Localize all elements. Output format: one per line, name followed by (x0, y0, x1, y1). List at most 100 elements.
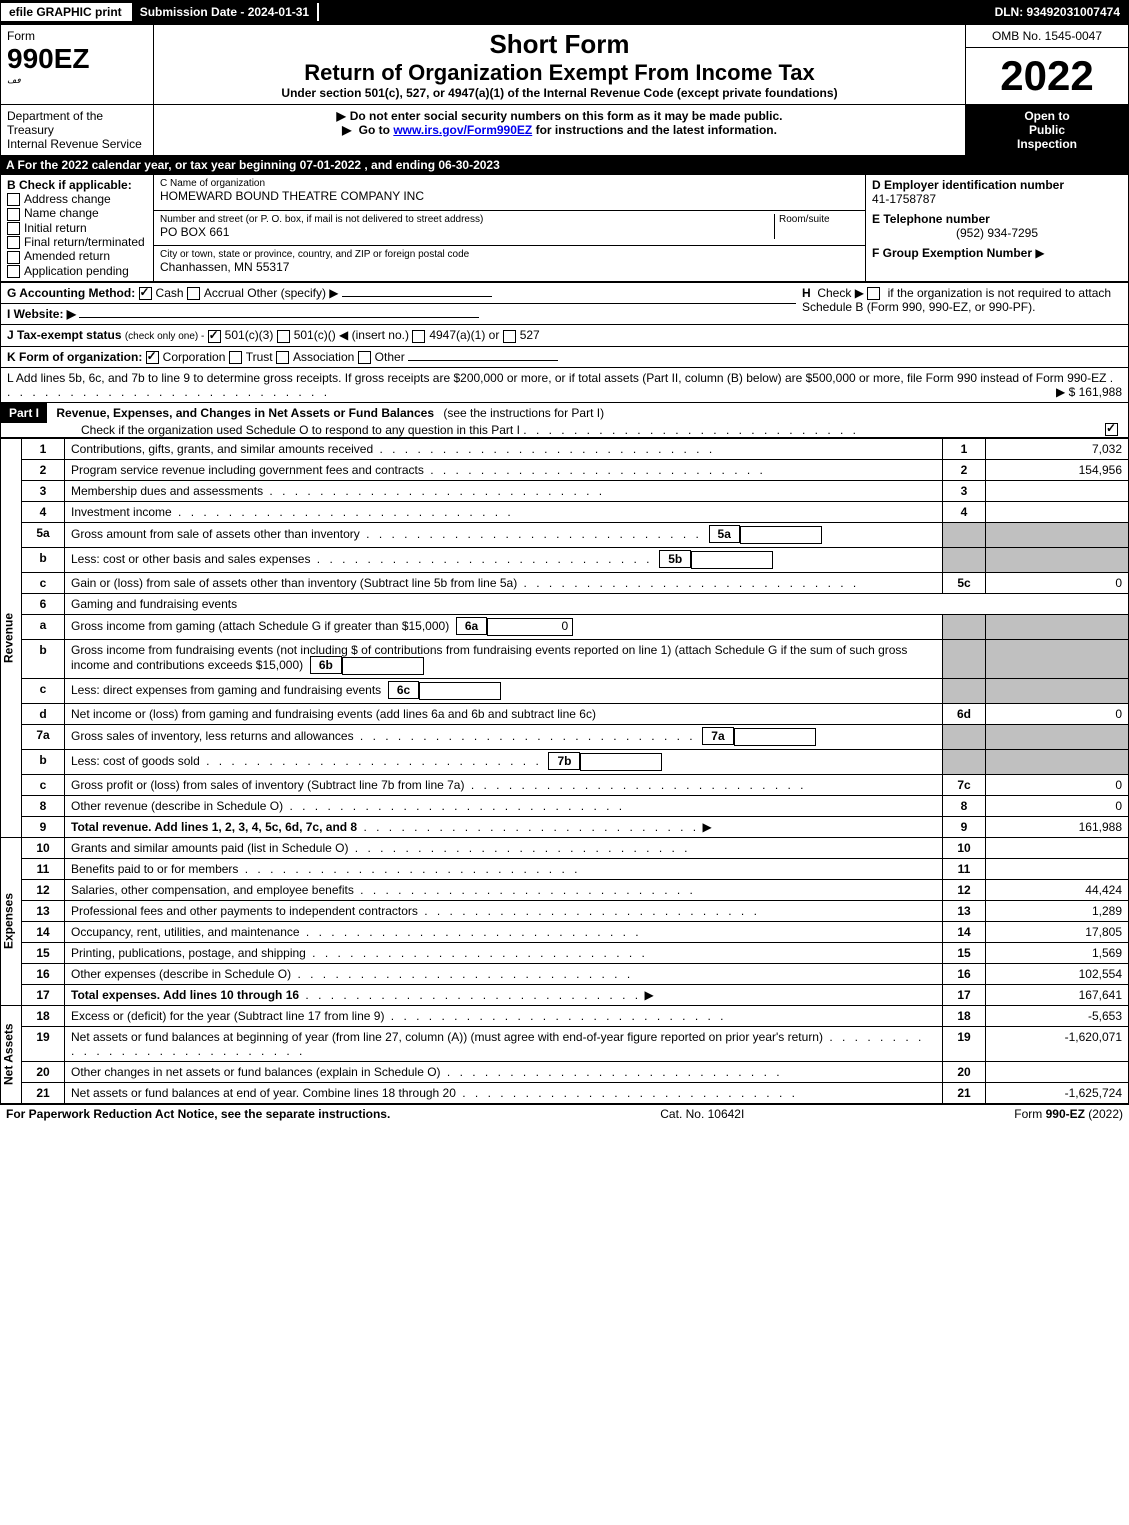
line-g-label: G Accounting Method: (7, 286, 135, 300)
chk-assoc[interactable] (276, 351, 289, 364)
chk-cash[interactable] (139, 287, 152, 300)
l6c-ref (943, 678, 986, 703)
l1-desc: Contributions, gifts, grants, and simila… (71, 442, 373, 456)
l18-num: 18 (22, 1005, 65, 1026)
l10-desc: Grants and similar amounts paid (list in… (71, 841, 348, 855)
l6a-ref (943, 614, 986, 639)
public: Public (972, 123, 1122, 137)
l17-num: 17 (22, 984, 65, 1005)
l12-amt: 44,424 (986, 879, 1129, 900)
instructions-link[interactable]: www.irs.gov/Form990EZ (393, 123, 532, 137)
l6c-box: 6c (388, 681, 419, 699)
l15-desc: Printing, publications, postage, and shi… (71, 946, 306, 960)
box-d-label: D Employer identification number (872, 178, 1122, 192)
chk-527[interactable] (503, 330, 516, 343)
footer: For Paperwork Reduction Act Notice, see … (0, 1104, 1129, 1123)
section-a-taxyear: A For the 2022 calendar year, or tax yea… (0, 156, 1129, 174)
l7a-desc: Gross sales of inventory, less returns a… (71, 729, 354, 743)
inspection: Inspection (972, 137, 1122, 151)
chk-4947[interactable] (412, 330, 425, 343)
chk-schedule-o-part1[interactable] (1105, 423, 1118, 436)
expenses-vlabel: Expenses (1, 837, 22, 1005)
footer-right: Form 990-EZ (2022) (1014, 1107, 1123, 1121)
chk-label-final: Final return/terminated (24, 235, 145, 249)
l18-ref: 18 (943, 1005, 986, 1026)
l7a-num: 7a (22, 724, 65, 749)
instructions-link-row: Go to www.irs.gov/Form990EZ for instruct… (160, 123, 959, 137)
chk-final-return[interactable]: Final return/terminated (7, 235, 147, 249)
omb-number: OMB No. 1545-0047 (966, 25, 1129, 48)
l12-ref: 12 (943, 879, 986, 900)
l6-num: 6 (22, 593, 65, 614)
chk-501c3[interactable] (208, 330, 221, 343)
l18-desc: Excess or (deficit) for the year (Subtra… (71, 1009, 384, 1023)
part1-check-line: Check if the organization used Schedule … (81, 423, 520, 437)
chk-name-change[interactable]: Name change (7, 206, 147, 220)
line-i-label: I Website: ▶ (7, 307, 76, 321)
l5c-num: c (22, 572, 65, 593)
top-bar: efile GRAPHIC print Submission Date - 20… (0, 0, 1129, 24)
lbl-501c: 501(c)( (294, 328, 332, 342)
l16-ref: 16 (943, 963, 986, 984)
box-b-title: B Check if applicable: (7, 178, 147, 192)
l16-amt: 102,554 (986, 963, 1129, 984)
chk-other-org[interactable] (358, 351, 371, 364)
l14-desc: Occupancy, rent, utilities, and maintena… (71, 925, 300, 939)
l6b-box: 6b (310, 656, 342, 674)
irs-label: Internal Revenue Service (7, 137, 147, 151)
l7b-num: b (22, 749, 65, 774)
lbl-assoc: Association (293, 350, 354, 364)
l15-ref: 15 (943, 942, 986, 963)
footer-mid: Cat. No. 10642I (660, 1107, 744, 1121)
chk-address-change[interactable]: Address change (7, 192, 147, 206)
l2-desc: Program service revenue including govern… (71, 463, 424, 477)
l14-ref: 14 (943, 921, 986, 942)
lbl-501c-b: ) ◀ (insert no.) (332, 328, 409, 342)
l5a-desc: Gross amount from sale of assets other t… (71, 527, 360, 541)
subtitle: Under section 501(c), 527, or 4947(a)(1)… (160, 86, 959, 100)
chk-501c[interactable] (277, 330, 290, 343)
chk-not-required[interactable] (867, 287, 880, 300)
l3-ref: 3 (943, 480, 986, 501)
lbl-other-org: Other (375, 350, 405, 364)
part1-title-sub: (see the instructions for Part I) (443, 406, 604, 420)
l5a-box: 5a (709, 525, 740, 543)
l13-ref: 13 (943, 900, 986, 921)
form-label: Form (7, 29, 147, 43)
part1-lines: Revenue 1 Contributions, gifts, grants, … (0, 438, 1129, 1104)
chk-corp[interactable] (146, 351, 159, 364)
line-l-amount: ▶ $ 161,988 (1056, 385, 1122, 399)
chk-accrual[interactable] (187, 287, 200, 300)
form-number: 990EZ (7, 43, 147, 75)
lbl-4947: 4947(a)(1) or (429, 328, 499, 342)
submission-date: Submission Date - 2024-01-31 (132, 3, 319, 21)
l6b-num: b (22, 639, 65, 678)
chk-amended[interactable]: Amended return (7, 249, 147, 263)
efile-label[interactable]: efile GRAPHIC print (1, 3, 132, 21)
l6d-ref: 6d (943, 703, 986, 724)
l5c-desc: Gain or (loss) from sale of assets other… (71, 576, 517, 590)
ghijkl-block: G Accounting Method: Cash Accrual Other … (0, 282, 1129, 403)
chk-trust[interactable] (229, 351, 242, 364)
l12-num: 12 (22, 879, 65, 900)
l7c-desc: Gross profit or (loss) from sales of inv… (71, 778, 464, 792)
line-l-text: L Add lines 5b, 6c, and 7b to line 9 to … (7, 371, 1106, 385)
l21-ref: 21 (943, 1082, 986, 1103)
l7a-box: 7a (702, 727, 733, 745)
l21-num: 21 (22, 1082, 65, 1103)
line-j-sub: (check only one) - (125, 331, 204, 342)
box-f-arrow: ▶ (1035, 246, 1044, 260)
l6c-num: c (22, 678, 65, 703)
line-k-label: K Form of organization: (7, 350, 142, 364)
chk-pending[interactable]: Application pending (7, 264, 147, 278)
l10-num: 10 (22, 837, 65, 858)
chk-initial-return[interactable]: Initial return (7, 221, 147, 235)
l21-desc: Net assets or fund balances at end of ye… (71, 1086, 456, 1100)
l11-ref: 11 (943, 858, 986, 879)
org-name: HOMEWARD BOUND THEATRE COMPANY INC (160, 189, 859, 203)
line-h-check: Check ▶ (817, 286, 864, 300)
l6c-amt (986, 678, 1129, 703)
l7c-num: c (22, 774, 65, 795)
dln-label: DLN: 93492031007474 (987, 3, 1128, 21)
l19-amt: -1,620,071 (986, 1026, 1129, 1061)
